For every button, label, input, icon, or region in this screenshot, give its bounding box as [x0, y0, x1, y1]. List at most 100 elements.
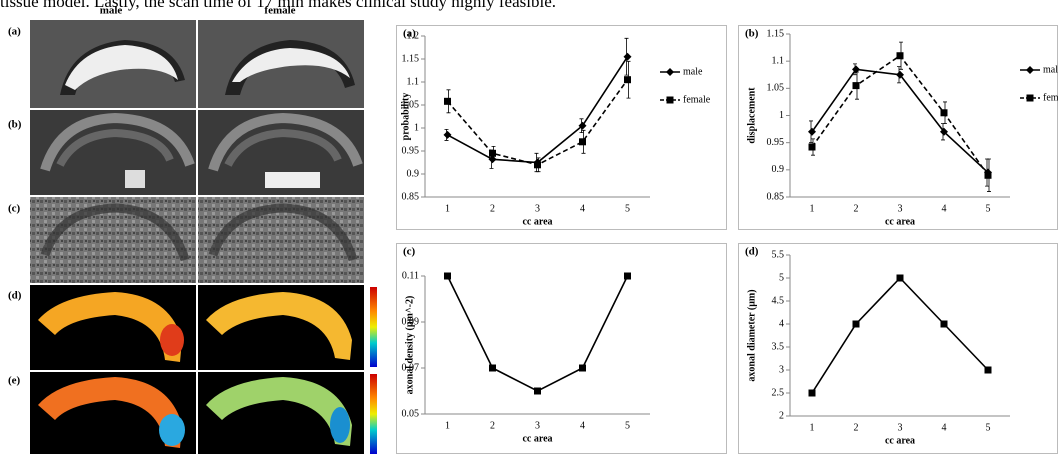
marker	[624, 76, 631, 84]
x-tick-label: 4	[580, 420, 585, 431]
marker	[623, 52, 632, 61]
x-tick-label: 3	[898, 203, 903, 214]
marker	[534, 161, 541, 169]
x-tick-label: 5	[986, 422, 991, 433]
marker	[624, 272, 631, 280]
x-axis-label: cc area	[522, 216, 552, 227]
y-tick-label: 2.5	[772, 387, 785, 398]
y-tick-label: 4	[779, 318, 784, 329]
marker	[808, 143, 816, 151]
marker	[852, 320, 860, 328]
y-tick-label: 0.9	[772, 164, 785, 175]
y-tick-label: 0.95	[767, 137, 785, 148]
marker	[984, 171, 992, 179]
x-tick-label: 5	[986, 203, 991, 214]
marker	[489, 149, 496, 157]
y-tick-label: 5.5	[772, 249, 785, 260]
legend-label: female	[1043, 92, 1058, 103]
x-axis-label: cc area	[885, 216, 915, 227]
y-tick-label: 1.1	[407, 76, 420, 87]
panel-label: (d)	[745, 246, 759, 258]
y-tick-label: 5	[779, 272, 784, 283]
y-tick-label: 0.95	[402, 145, 420, 156]
panel-label: (c)	[403, 246, 416, 258]
marker	[896, 70, 904, 79]
x-tick-label: 3	[898, 422, 903, 433]
x-tick-label: 3	[535, 203, 540, 214]
marker	[578, 121, 587, 130]
data-line	[811, 68, 989, 174]
x-tick-label: 5	[625, 420, 630, 431]
chart-frame	[396, 25, 727, 230]
x-axis-label: cc area	[522, 433, 552, 444]
caption-fragment: tissue model. Lastly, the scan time of 1…	[0, 0, 556, 11]
marker	[579, 138, 586, 146]
y-tick-label: 0.9	[407, 168, 420, 179]
legend-label: male	[683, 66, 703, 77]
marker	[444, 272, 451, 280]
data-line	[811, 276, 989, 394]
image-grid	[30, 20, 377, 454]
x-tick-label: 2	[490, 203, 495, 214]
legend-label: male	[1043, 64, 1058, 75]
legend-marker	[666, 68, 674, 76]
marker	[984, 366, 992, 374]
data-line	[446, 79, 629, 166]
y-axis-label: axonal density (μm^-2)	[404, 296, 415, 395]
data-line	[447, 56, 629, 164]
y-tick-label: 0.85	[767, 191, 785, 202]
legend-marker	[666, 96, 674, 104]
row-label: (d)	[8, 290, 22, 302]
data-line	[446, 275, 629, 392]
row-label: (a)	[8, 26, 21, 38]
panel-label: (b)	[745, 28, 759, 40]
marker	[808, 127, 816, 136]
y-tick-label: 1	[779, 110, 784, 121]
y-tick-label: 2	[779, 410, 784, 421]
y-tick-label: 0.09	[402, 316, 420, 327]
y-tick-label: 1.15	[767, 28, 785, 39]
row-label: (c)	[8, 203, 21, 215]
marker	[444, 97, 451, 105]
x-tick-label: 1	[810, 203, 815, 214]
marker	[579, 364, 586, 372]
legend-marker	[1026, 66, 1034, 74]
x-tick-label: 2	[854, 422, 859, 433]
x-axis-label: cc area	[885, 435, 915, 446]
y-tick-label: 1.2	[407, 30, 420, 41]
y-tick-label: 1.1	[772, 55, 785, 66]
y-tick-label: 1.05	[402, 99, 420, 110]
x-tick-label: 5	[625, 203, 630, 214]
row-label: (e)	[8, 375, 21, 387]
x-tick-label: 3	[535, 420, 540, 431]
x-tick-label: 2	[854, 203, 859, 214]
y-axis-label: displacement	[746, 87, 757, 144]
marker	[489, 364, 496, 372]
x-tick-label: 4	[580, 203, 585, 214]
column-header: female	[264, 5, 295, 17]
x-tick-label: 2	[490, 420, 495, 431]
column-header: male	[100, 5, 123, 17]
panel-label: (a)	[403, 28, 416, 40]
y-tick-label: 0.07	[402, 362, 420, 373]
marker	[488, 155, 497, 164]
marker	[896, 52, 904, 60]
marker	[940, 127, 948, 136]
row-label: (b)	[8, 119, 22, 131]
y-tick-label: 0.11	[402, 270, 419, 281]
marker	[896, 274, 904, 282]
y-axis-label: probability	[400, 93, 411, 141]
x-tick-label: 1	[445, 420, 450, 431]
marker	[852, 82, 860, 90]
marker	[808, 389, 816, 397]
y-tick-label: 1.05	[767, 83, 785, 94]
marker	[534, 387, 541, 395]
y-tick-label: 1	[414, 122, 419, 133]
marker	[852, 65, 860, 74]
marker	[443, 130, 452, 139]
x-tick-label: 1	[810, 422, 815, 433]
y-axis-label: axonal diameter (μm)	[746, 289, 757, 381]
y-tick-label: 3	[779, 364, 784, 375]
